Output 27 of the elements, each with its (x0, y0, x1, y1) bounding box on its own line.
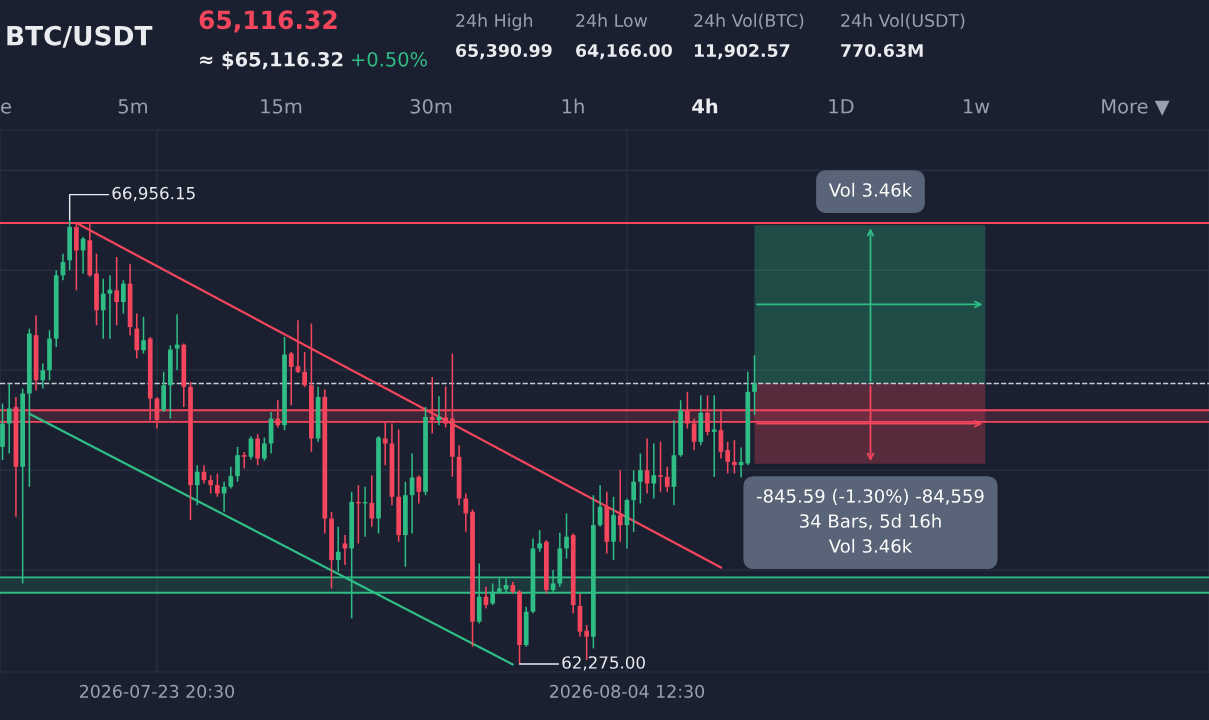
annotation: 66,956.15 (112, 186, 195, 202)
text: +0.50% (352, 51, 427, 67)
text: 11,902.57 (694, 43, 790, 60)
text: 24h Vol(BTC) (694, 13, 804, 30)
text: 65,390.99 (456, 43, 552, 60)
x-tick-label: 2026-08-04 12:30 (550, 684, 705, 698)
text: 1h (562, 98, 584, 114)
text: 15m (261, 99, 302, 114)
text: e (1, 102, 11, 114)
band-label: Vol 3.46k (828, 182, 913, 197)
text: 30m (410, 98, 452, 114)
x-tick-label: 2026-07-23 20:30 (80, 684, 235, 698)
text: 64,166.00 (576, 43, 672, 60)
text: More ▼ (1102, 99, 1170, 116)
text: 5m (118, 99, 148, 114)
text: 4h (692, 98, 718, 114)
chart-title: BTC/USDT (7, 25, 153, 48)
text: 24h High (456, 13, 533, 31)
text: 24h Vol(USDT) (841, 13, 965, 30)
text: 24h Low (576, 13, 648, 28)
text: 1w (964, 99, 990, 114)
band-label: -845.59 (-1.30%) -84,559 34 Bars, 5d 16h Vol 3.46k (756, 488, 984, 553)
text: 1D (829, 99, 854, 114)
text: ≈ $65,116.32 (200, 51, 343, 70)
annotation: 62,275.00 (562, 656, 645, 671)
text: 770.63M (841, 43, 923, 58)
text: 65,116.32 (199, 10, 337, 33)
